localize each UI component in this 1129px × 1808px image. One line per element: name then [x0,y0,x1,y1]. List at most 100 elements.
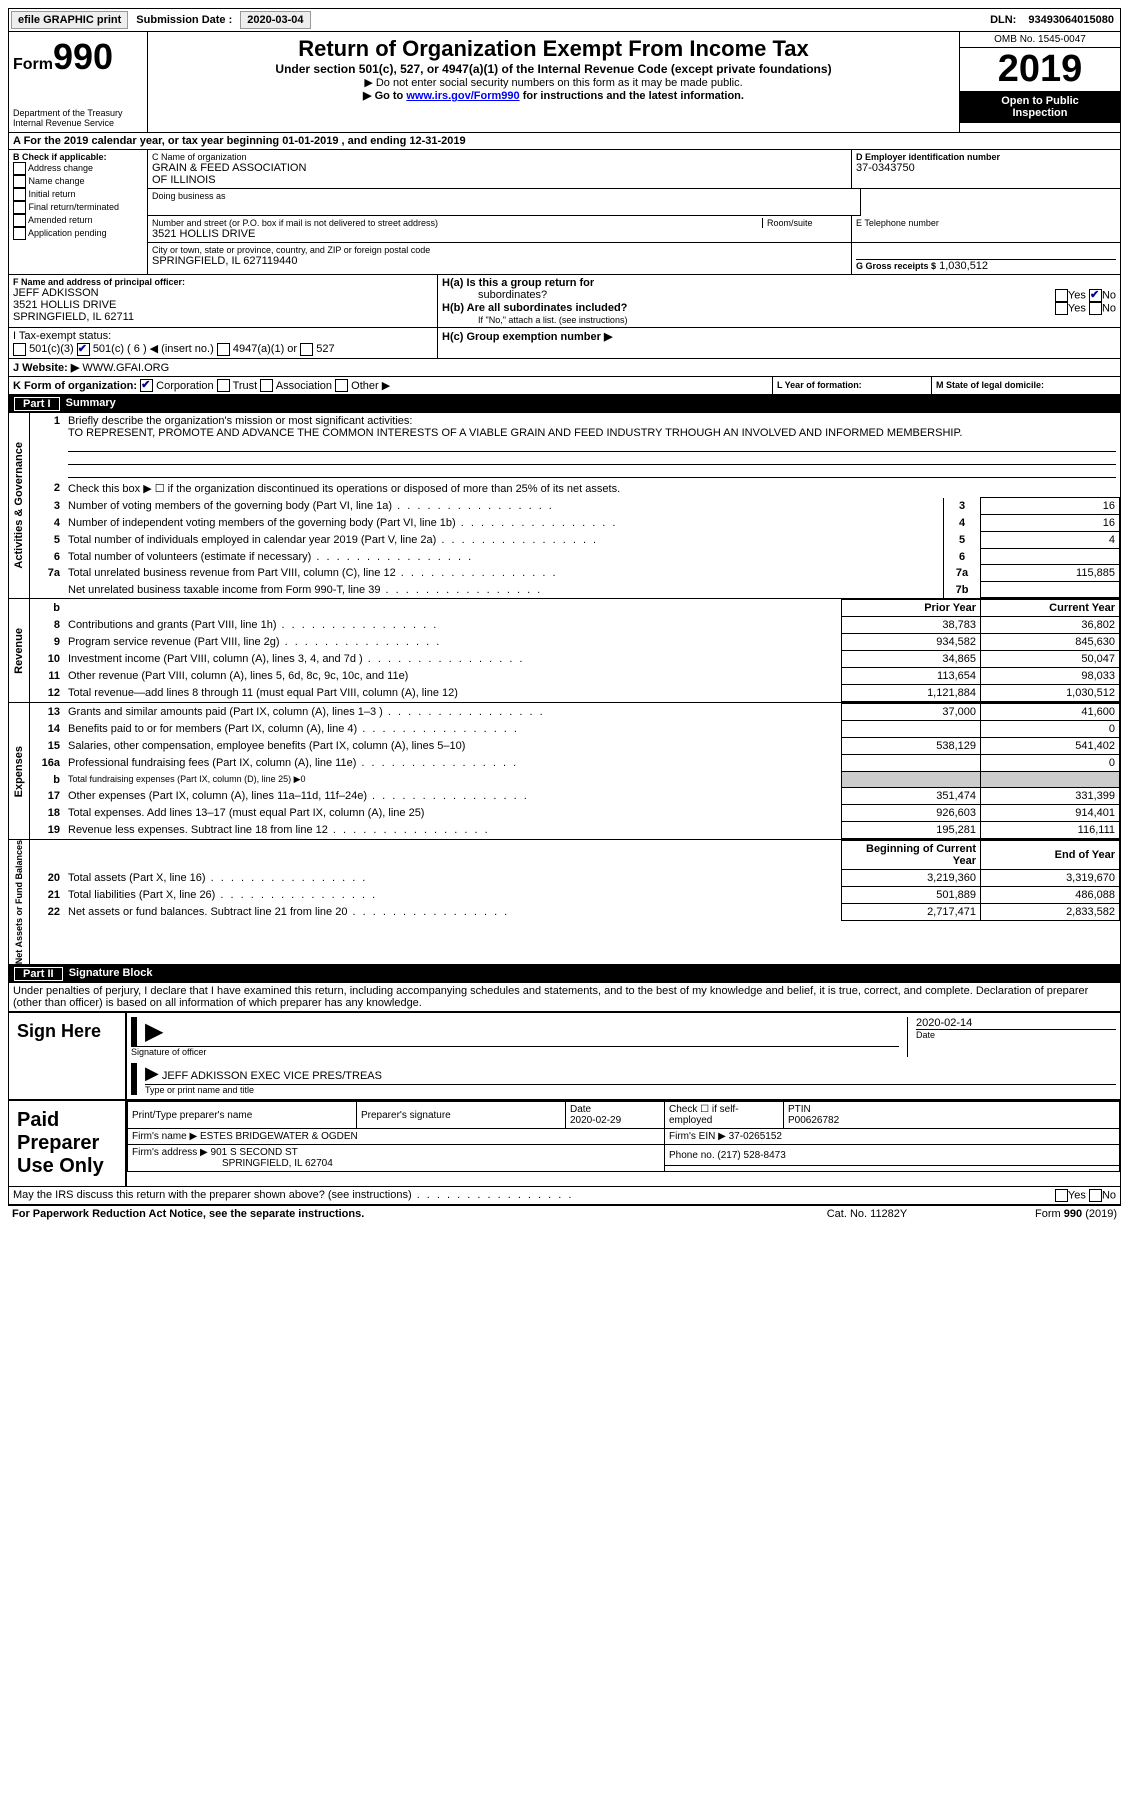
g-val: 1,030,512 [939,260,988,272]
irs-link[interactable]: www.irs.gov/Form990 [406,90,519,102]
side-net: Net Assets or Fund Balances [14,840,24,964]
dba-lbl: Doing business as [152,191,856,201]
optB5[interactable]: Application pending [28,228,107,238]
city-lbl: City or town, state or province, country… [152,245,847,255]
l2: Check this box ▶ ☐ if the organization d… [64,480,1120,498]
dln-lbl: DLN: [986,14,1020,26]
hprior: Prior Year [842,600,981,617]
p11: 113,654 [842,668,981,685]
foot-no[interactable]: No [1102,1190,1116,1202]
ts4[interactable]: 527 [316,343,334,355]
g-lbl: G Gross receipts $ [856,261,936,271]
inst2a: ▶ Go to [363,90,406,102]
f-l2: 3521 HOLLIS DRIVE [13,299,433,311]
city: SPRINGFIELD, IL 627119440 [152,255,847,267]
n21: Total liabilities (Part X, line 26) [64,887,842,904]
cname-lbl: C Name of organization [152,152,847,162]
ts1[interactable]: 501(c)(3) [29,343,74,355]
k2[interactable]: Trust [233,380,258,392]
ne21: 486,088 [981,887,1120,904]
pra: For Paperwork Reduction Act Notice, see … [12,1208,767,1220]
inst2b: for instructions and the latest informat… [520,90,744,102]
k4[interactable]: Other ▶ [351,380,390,392]
part2-hdr: Part II Signature Block [8,965,1121,983]
ts2[interactable]: 501(c) ( 6 ) ◀ (insert no.) [93,343,214,355]
ha-yes[interactable]: Yes [1068,289,1086,301]
dept1: Department of the Treasury [13,108,143,118]
v7a: 115,885 [981,565,1120,582]
optB1[interactable]: Name change [29,176,85,186]
e16b: Total fundraising expenses (Part IX, col… [64,772,842,788]
v4: 16 [981,515,1120,532]
org-name2: OF ILLINOIS [152,174,847,186]
hb2: If "No," attach a list. (see instruction… [442,315,1116,325]
f-lbl: F Name and address of principal officer: [13,277,433,287]
optB4[interactable]: Amended return [28,215,93,225]
hb-no[interactable]: No [1102,302,1116,314]
n20: Total assets (Part X, line 16) [64,870,842,887]
ec15: 541,402 [981,738,1120,755]
foot-yes[interactable]: Yes [1068,1190,1086,1202]
form-label: Form [13,56,53,73]
optB3[interactable]: Final return/terminated [29,202,120,212]
k1[interactable]: Corporation [156,380,213,392]
topbar: efile GRAPHIC print Submission Date : 20… [8,8,1121,32]
v7b [981,582,1120,598]
optB2[interactable]: Initial return [29,189,76,199]
sig-date-lbl: Date [916,1030,1116,1040]
dln: 93493064015080 [1024,14,1118,26]
side-rev: Revenue [13,628,25,674]
v5: 4 [981,532,1120,549]
l6: Total number of volunteers (estimate if … [64,549,944,565]
phone: (217) 528-8473 [717,1150,785,1161]
p12: 1,121,884 [842,685,981,702]
f-l1: JEFF ADKISSON [13,287,433,299]
pc3: Date [570,1104,591,1115]
side-gov: Activities & Governance [13,442,25,569]
pc2: Preparer's signature [357,1102,566,1129]
pc4[interactable]: Check ☐ if self-employed [665,1102,784,1129]
dept2: Internal Revenue Service [13,118,143,128]
ha-no[interactable]: No [1102,289,1116,301]
e16a: Professional fundraising fees (Part IX, … [64,755,842,772]
form-title: Return of Organization Exempt From Incom… [152,36,955,62]
ec14: 0 [981,721,1120,738]
k3[interactable]: Association [276,380,332,392]
ha: H(a) Is this a group return for [442,277,594,289]
l7b: Net unrelated business taxable income fr… [64,582,944,598]
ptin: P00626782 [788,1115,839,1126]
l1t: TO REPRESENT, PROMOTE AND ADVANCE THE CO… [68,427,962,439]
p10: 34,865 [842,651,981,668]
sign-block: Sign Here ▶ Signature of officer 2020-02… [8,1012,1121,1100]
hend: End of Year [981,841,1120,870]
f-l3: SPRINGFIELD, IL 62711 [13,311,433,323]
r12: Total revenue—add lines 8 through 11 (mu… [64,685,842,702]
nb20: 3,219,360 [842,870,981,887]
r9: Program service revenue (Part VIII, line… [64,634,842,651]
faddr2: SPRINGFIELD, IL 62704 [132,1158,333,1169]
ec19: 116,111 [981,822,1120,839]
pc5: PTIN [788,1104,811,1115]
c8: 36,802 [981,617,1120,634]
web-val[interactable]: WWW.GFAI.ORG [82,362,169,374]
ep18: 926,603 [842,805,981,822]
e13: Grants and similar amounts paid (Part IX… [64,704,842,721]
tax-lbl: I Tax-exempt status: [13,330,111,342]
hb-yes[interactable]: Yes [1068,302,1086,314]
l3: Number of voting members of the governin… [64,498,944,515]
efile-btn[interactable]: efile GRAPHIC print [11,11,128,29]
r11: Other revenue (Part VIII, column (A), li… [64,668,842,685]
sub-lbl: Submission Date : [132,14,236,26]
l1: Briefly describe the organization's miss… [68,415,412,427]
line-a: A For the 2019 calendar year, or tax yea… [8,133,1121,150]
r8: Contributions and grants (Part VIII, lin… [64,617,842,634]
n22: Net assets or fund balances. Subtract li… [64,904,842,921]
optB0[interactable]: Address change [28,163,93,173]
boxB-hdr: B Check if applicable: [13,152,143,162]
ep16a [842,755,981,772]
ts3[interactable]: 4947(a)(1) or [233,343,297,355]
sig-name-lbl: Type or print name and title [145,1085,1116,1095]
ne20: 3,319,670 [981,870,1120,887]
r10: Investment income (Part VIII, column (A)… [64,651,842,668]
k-lbl: K Form of organization: [13,380,137,392]
